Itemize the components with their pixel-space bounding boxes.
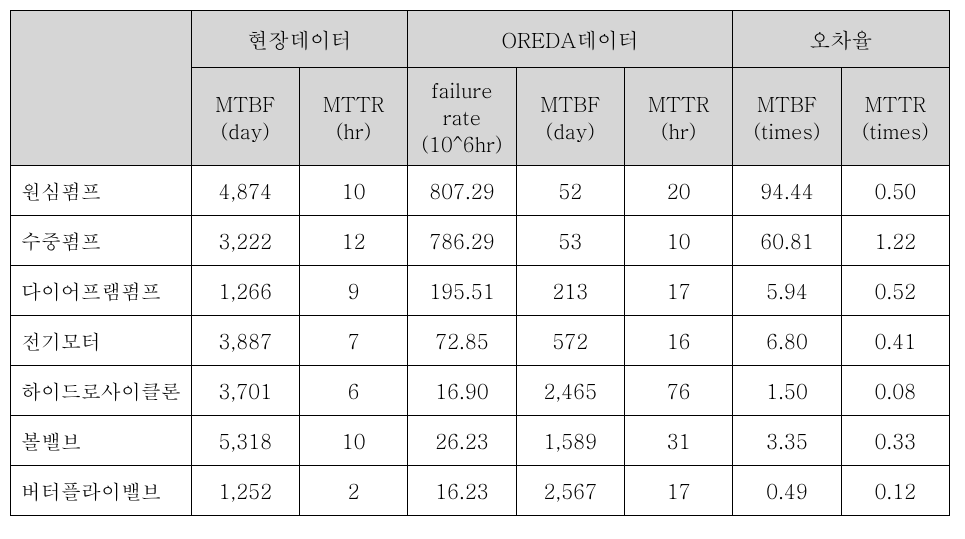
cell-field-mtbf: 5,318: [191, 416, 299, 466]
cell-oreda-mtbf: 2,567: [516, 466, 624, 516]
cell-field-mttr: 2: [299, 466, 407, 516]
cell-field-mtbf: 1,266: [191, 266, 299, 316]
cell-err-mtbf: 60.81: [733, 216, 841, 266]
table-row: 하이드로사이클론3,701616.902,465761.500.08: [11, 366, 950, 416]
sub-header-oreda-mttr: MTTR(hr): [624, 68, 732, 166]
sub-header-field-mttr: MTTR(hr): [299, 68, 407, 166]
cell-oreda-mttr: 20: [624, 166, 732, 216]
cell-oreda-mttr: 31: [624, 416, 732, 466]
cell-oreda-mttr: 17: [624, 266, 732, 316]
cell-err-mtbf: 94.44: [733, 166, 841, 216]
cell-field-mtbf: 3,701: [191, 366, 299, 416]
sub-header-oreda-failure-rate: failurerate(10^6hr): [408, 68, 516, 166]
header-group-row: 현장데이터 OREDA데이터 오차율: [11, 11, 950, 68]
table-row: 버터플라이밸브1,252216.232,567170.490.12: [11, 466, 950, 516]
cell-field-mttr: 9: [299, 266, 407, 316]
row-label: 볼밸브: [11, 416, 192, 466]
cell-oreda-mtbf: 53: [516, 216, 624, 266]
cell-err-mttr: 0.33: [841, 416, 949, 466]
cell-field-mttr: 6: [299, 366, 407, 416]
cell-field-mtbf: 3,222: [191, 216, 299, 266]
cell-err-mtbf: 1.50: [733, 366, 841, 416]
row-label: 다이어프램펌프: [11, 266, 192, 316]
cell-oreda-mttr: 76: [624, 366, 732, 416]
data-table: 현장데이터 OREDA데이터 오차율 MTBF(day) MTTR(hr) fa…: [10, 10, 950, 516]
cell-oreda-fr: 786.29: [408, 216, 516, 266]
cell-err-mtbf: 5.94: [733, 266, 841, 316]
cell-err-mttr: 0.52: [841, 266, 949, 316]
cell-err-mtbf: 6.80: [733, 316, 841, 366]
table-body: 원심펌프4,87410807.29522094.440.50수중펌프3,2221…: [11, 166, 950, 516]
header-error-rate: 오차율: [733, 11, 950, 68]
cell-err-mtbf: 0.49: [733, 466, 841, 516]
row-label: 버터플라이밸브: [11, 466, 192, 516]
header-field-data: 현장데이터: [191, 11, 408, 68]
cell-oreda-mtbf: 213: [516, 266, 624, 316]
cell-oreda-fr: 26.23: [408, 416, 516, 466]
cell-field-mttr: 10: [299, 416, 407, 466]
table-row: 전기모터3,887772.85572166.800.41: [11, 316, 950, 366]
cell-oreda-fr: 807.29: [408, 166, 516, 216]
sub-header-err-mtbf: MTBF(times): [733, 68, 841, 166]
cell-oreda-mtbf: 2,465: [516, 366, 624, 416]
header-oreda-data: OREDA데이터: [408, 11, 733, 68]
corner-cell: [11, 11, 192, 166]
cell-oreda-mttr: 16: [624, 316, 732, 366]
cell-field-mtbf: 3,887: [191, 316, 299, 366]
cell-oreda-mtbf: 52: [516, 166, 624, 216]
table-row: 원심펌프4,87410807.29522094.440.50: [11, 166, 950, 216]
row-label: 원심펌프: [11, 166, 192, 216]
cell-field-mtbf: 4,874: [191, 166, 299, 216]
row-label: 수중펌프: [11, 216, 192, 266]
cell-err-mttr: 0.12: [841, 466, 949, 516]
cell-err-mttr: 0.50: [841, 166, 949, 216]
cell-oreda-mtbf: 1,589: [516, 416, 624, 466]
cell-err-mtbf: 3.35: [733, 416, 841, 466]
cell-oreda-mttr: 17: [624, 466, 732, 516]
cell-field-mttr: 7: [299, 316, 407, 366]
cell-err-mttr: 0.41: [841, 316, 949, 366]
sub-header-field-mtbf: MTBF(day): [191, 68, 299, 166]
cell-field-mttr: 12: [299, 216, 407, 266]
cell-oreda-mttr: 10: [624, 216, 732, 266]
sub-header-err-mttr: MTTR(times): [841, 68, 949, 166]
cell-oreda-fr: 16.23: [408, 466, 516, 516]
row-label: 전기모터: [11, 316, 192, 366]
cell-err-mttr: 0.08: [841, 366, 949, 416]
table-row: 볼밸브5,3181026.231,589313.350.33: [11, 416, 950, 466]
cell-oreda-fr: 16.90: [408, 366, 516, 416]
cell-err-mttr: 1.22: [841, 216, 949, 266]
cell-field-mtbf: 1,252: [191, 466, 299, 516]
cell-oreda-fr: 72.85: [408, 316, 516, 366]
row-label: 하이드로사이클론: [11, 366, 192, 416]
table-row: 수중펌프3,22212786.29531060.811.22: [11, 216, 950, 266]
cell-field-mttr: 10: [299, 166, 407, 216]
table-row: 다이어프램펌프1,2669195.51213175.940.52: [11, 266, 950, 316]
sub-header-oreda-mtbf: MTBF(day): [516, 68, 624, 166]
cell-oreda-fr: 195.51: [408, 266, 516, 316]
cell-oreda-mtbf: 572: [516, 316, 624, 366]
